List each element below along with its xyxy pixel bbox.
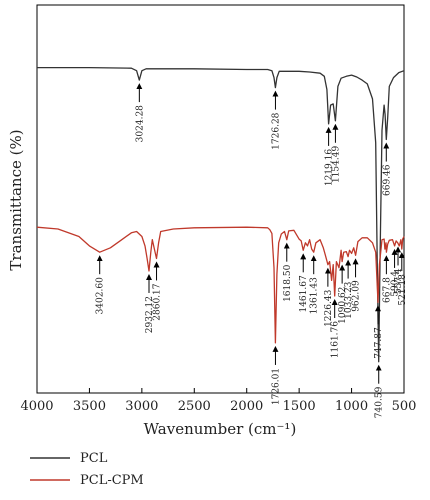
peak-label: 3402.60 (96, 277, 106, 314)
peak-label: 1090.62 (338, 287, 348, 324)
peak-label: 1618.50 (283, 264, 293, 301)
peak-label: 3024.28 (135, 105, 145, 142)
peak-label: 2932.12 (145, 296, 155, 333)
y-axis-title: Transmittance (%) (7, 129, 25, 270)
peak-label: 669.46 (382, 164, 392, 196)
series-line-pcl-cpm (36, 226, 405, 344)
legend-label: PCL-CPM (80, 473, 144, 488)
x-tick-label: 2000 (230, 399, 263, 414)
peak-label: 590.4 (391, 271, 401, 297)
x-tick-label: 3500 (73, 399, 106, 414)
peak-label: 1154.49 (331, 146, 341, 183)
peak-label: 667.8 (382, 277, 392, 303)
legend-label: PCL (80, 451, 108, 466)
peak-label: 1219.16 (325, 149, 335, 186)
peak-label: 521.18 (398, 274, 408, 306)
x-tick-label: 1500 (283, 399, 316, 414)
peak-label: 962.09 (352, 280, 362, 312)
plot-frame (36, 4, 405, 394)
peak-label: 2860.17 (153, 283, 163, 320)
peak-label: 1726.28 (271, 112, 281, 149)
peak-label: 1461.67 (299, 275, 309, 312)
peak-label: 1161.76 (331, 321, 341, 358)
series-layer (36, 66, 405, 363)
x-tick-label: 1000 (335, 399, 368, 414)
peak-label: 557.4 (394, 268, 404, 294)
x-tick-label: 2500 (178, 399, 211, 414)
x-tick-label: 4000 (20, 399, 53, 414)
peak-label: 1033.23 (344, 281, 354, 318)
x-axis-ticks: 4000 3500 3000 2500 2000 1500 1000 500 (20, 388, 416, 414)
series-line-pcl (37, 66, 405, 363)
x-axis-title: Wavenumber (cm⁻¹) (144, 420, 297, 438)
peak-label: 1361.43 (310, 277, 320, 314)
peak-label: 747.87 (374, 327, 384, 359)
legend: PCL PCL-CPM (30, 451, 144, 488)
peak-label: 740.59 (375, 386, 385, 418)
x-tick-label: 500 (392, 399, 417, 414)
peak-label: 1726.01 (271, 368, 281, 405)
x-tick-label: 3000 (125, 399, 158, 414)
peak-label: 1226.43 (324, 289, 334, 326)
